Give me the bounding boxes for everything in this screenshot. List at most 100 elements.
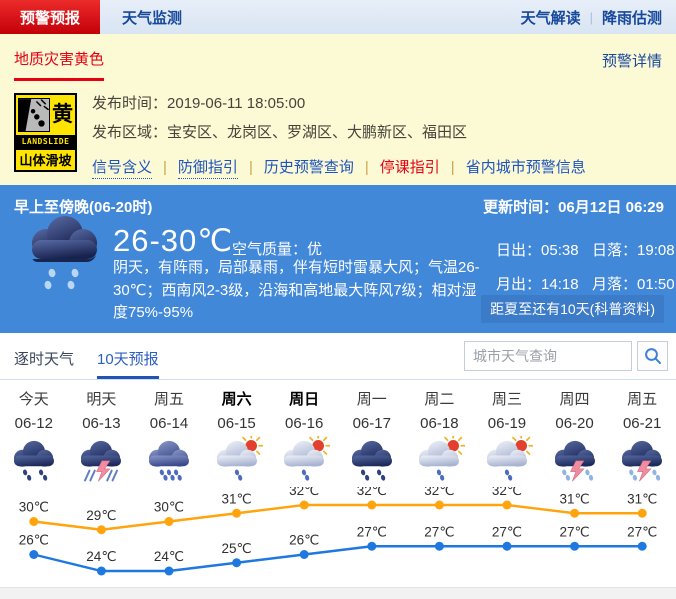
high-temp-point: [367, 500, 377, 510]
low-temp-point: [570, 541, 580, 551]
high-temp-point: [299, 500, 309, 510]
page-footer: [0, 587, 676, 599]
publish-time-value: 2019-06-11 18:05:00: [167, 95, 306, 112]
solstice-note-link[interactable]: 距夏至还有10天(科普资料): [481, 295, 664, 323]
day-icon-cell-06-18: [406, 432, 474, 487]
sun-moon-value: 01:50: [637, 276, 675, 293]
alert-link-0[interactable]: 信号含义: [92, 159, 153, 179]
day-label-06-12: 今天: [18, 391, 49, 408]
alert-detail-link[interactable]: 预警详情: [601, 53, 662, 70]
day-date-06-15: 06-15: [217, 415, 256, 432]
low-temp-point: [299, 550, 309, 559]
weather-icon-sun-shower: [481, 432, 534, 489]
tab-hourly-weather[interactable]: 逐时天气: [14, 351, 75, 368]
day-date-06-19: 06-19: [487, 415, 527, 432]
day-label-06-17: 周一: [356, 391, 387, 408]
city-search-input[interactable]: [464, 341, 632, 371]
low-temp-point: [96, 566, 106, 576]
sun-moon-item-0: 日出：05:38: [496, 239, 582, 260]
low-temp-point: [367, 541, 377, 551]
day-label-06-16: 周日: [289, 391, 320, 408]
weather-icon-sun-shower: [211, 432, 264, 489]
low-temp-point: [232, 558, 242, 568]
low-temp-label: 26℃: [19, 533, 49, 548]
weather-icon-heavy-rain: [143, 436, 195, 489]
high-temp-label: 32℃: [424, 487, 454, 498]
search-button[interactable]: [637, 341, 668, 371]
temperature-chart: 30℃ 29℃ 30℃ 31℃ 32℃ 32℃ 32℃ 32℃ 31℃ 31℃ 26℃ 24℃ 24℃ 2…: [19, 487, 657, 576]
day-date-06-12: 06-12: [14, 415, 53, 432]
publish-time-label: 发布时间：: [92, 95, 168, 112]
topnav-tabs: 预警预报 天气监测: [0, 0, 204, 34]
low-temp-label: 27℃: [560, 524, 590, 539]
high-temp-point: [637, 508, 647, 518]
rain-cloud-icon: [22, 215, 114, 302]
low-temp-point: [637, 541, 647, 551]
link-separator: |: [450, 159, 455, 176]
sun-moon-label: 日出：: [496, 242, 542, 259]
publish-area-row: 发布区域：宝安区、龙岗区、罗湖区、大鹏新区、福田区: [92, 123, 666, 142]
air-quality-value: 优: [307, 241, 323, 258]
high-temp-label: 30℃: [19, 500, 49, 515]
top-nav: 预警预报 天气监测 天气解读 | 降雨估测: [0, 0, 676, 34]
weather-icon-thunderstorm: [616, 436, 668, 489]
high-temp-point: [232, 508, 242, 518]
sun-moon-item-1: 日落：19:08: [592, 239, 675, 260]
warning-type-en: LANDSLIDE: [16, 135, 75, 148]
low-temp-point: [502, 541, 512, 551]
weather-icon-rain: [8, 436, 60, 489]
high-temp-point: [164, 517, 174, 526]
high-temp-label: 31℃: [627, 491, 657, 506]
weather-icon-thunderstorm-heavy: [75, 436, 127, 489]
topnav-links: 天气解读 | 降雨估测: [521, 0, 676, 34]
day-icon-cell-06-15: [203, 432, 271, 489]
day-label-06-19: 周三: [491, 391, 522, 408]
sun-moon-item-2: 月出：14:18: [496, 273, 582, 294]
sun-moon-item-3: 月落：01:50: [592, 273, 675, 294]
publish-time-row: 发布时间：2019-06-11 18:05:00: [92, 94, 666, 113]
day-label-06-18: 周二: [424, 391, 455, 408]
sun-moon-grid: 日出：05:38 日落：19:08 月出：14:18 月落：01:50: [496, 239, 675, 294]
day-icon-cell-06-20: [541, 437, 609, 487]
low-temp-label: 24℃: [154, 549, 184, 564]
day-label-06-15: 周六: [221, 391, 252, 408]
nav-link-1[interactable]: 降雨估测: [601, 9, 662, 27]
alert-link-4[interactable]: 省内城市预警信息: [465, 159, 586, 176]
low-temp-point: [29, 550, 39, 559]
day-date-06-21: 06-21: [622, 415, 662, 432]
low-temp-line: [33, 545, 643, 573]
sun-moon-label: 日落：: [592, 242, 638, 259]
alert-tab-geological-yellow[interactable]: 地质灾害黄色: [14, 48, 105, 81]
day-icon-cell-06-16: [270, 432, 338, 487]
warning-level-char: 黄: [52, 103, 73, 126]
forecast-period: 早上至傍晚(06-20时): [14, 199, 153, 216]
forecast-dates: 06-12 06-13 06-14 06-15 06-16 06-17 06-18 06-19…: [0, 415, 676, 432]
tab-ten-day-forecast[interactable]: 10天预报: [97, 348, 159, 379]
alert-link-2[interactable]: 历史预警查询: [263, 159, 354, 176]
nav-link-0[interactable]: 天气解读: [520, 9, 581, 27]
alert-link-3[interactable]: 停课指引: [379, 159, 440, 176]
high-temp-label: 32℃: [492, 487, 522, 498]
publish-area-value: 宝安区、龙岗区、罗湖区、大鹏新区、福田区: [167, 124, 468, 141]
forecast-tabs-row: 逐时天气 10天预报: [0, 333, 676, 380]
forecast-icons: [0, 432, 676, 489]
high-temp-label: 32℃: [289, 487, 319, 498]
low-temp-point: [164, 566, 174, 576]
alert-link-1[interactable]: 防御指引: [177, 159, 238, 179]
high-temp-label: 31℃: [222, 491, 252, 506]
publish-area-label: 发布区域：: [92, 124, 168, 141]
high-temp-label: 29℃: [86, 508, 116, 523]
nav-tab-1[interactable]: 天气监测: [122, 9, 183, 27]
link-separator: |: [364, 159, 369, 176]
sun-moon-value: 05:38: [541, 242, 579, 259]
nav-tab-0[interactable]: 预警预报: [0, 0, 101, 34]
day-label-06-14: 周五: [153, 391, 184, 408]
alert-section: 地质灾害黄色 预警详情: [0, 34, 676, 185]
low-temp-label: 27℃: [627, 524, 657, 539]
day-date-06-16: 06-16: [284, 415, 324, 432]
high-temp-label: 32℃: [357, 487, 387, 498]
day-icon-cell-06-19: [473, 432, 541, 489]
update-time: 更新时间：06月12日 06:29: [483, 199, 664, 216]
current-weather-panel: 早上至傍晚(06-20时) 更新时间：06月12日 06:29: [0, 185, 676, 333]
